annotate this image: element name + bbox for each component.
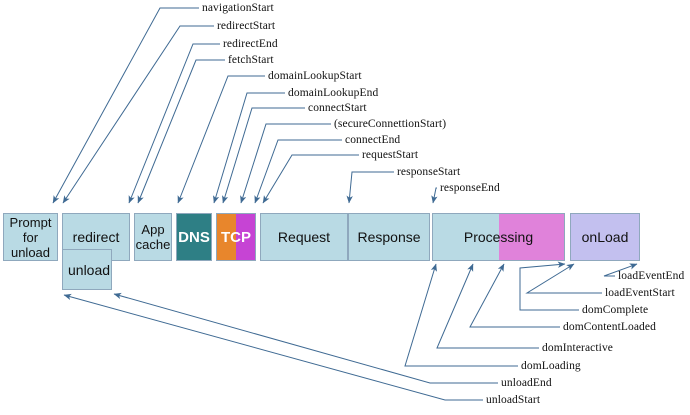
annotation-connect-start: connectStart	[308, 102, 367, 114]
phase-processing: Processing	[432, 213, 565, 261]
annotation-redirect-end: redirectEnd	[223, 38, 278, 50]
phase-label-response: Response	[357, 229, 421, 245]
phase-label-dns: DNS	[178, 228, 210, 246]
annotation-unload-end: unloadEnd	[501, 377, 552, 389]
annotation-redirect-start: redirectStart	[217, 20, 276, 32]
annotation-navigation-start: navigationStart	[202, 2, 274, 14]
annotation-dom-content-loaded: domContentLoaded	[563, 321, 656, 333]
phase-label-processing: Processing	[463, 229, 534, 245]
phase-tcp: TCP	[216, 213, 256, 261]
phase-label-tcp: TCP	[221, 228, 251, 246]
processing-dom-segment	[498, 214, 564, 260]
annotation-dom-loading: domLoading	[521, 360, 581, 372]
annotation-dom-interactive: domInteractive	[542, 342, 614, 354]
annotation-response-start: responseStart	[397, 166, 461, 178]
annotation-fetch-start: fetchStart	[228, 54, 274, 66]
annotation-load-event-start: loadEventStart	[605, 287, 675, 299]
annotation-domain-lookup-end: domainLookupEnd	[288, 87, 379, 99]
phase-response: Response	[348, 213, 430, 261]
phase-label-prompt-for-unload: Prompt for unload	[9, 214, 52, 260]
annotation-dom-complete: domComplete	[582, 304, 649, 316]
phase-unload: unload	[62, 249, 112, 290]
phase-label-request: Request	[277, 229, 331, 245]
annotation-secure-connection-start: (secureConnettionStart)	[334, 118, 447, 130]
phase-label-unload: unload	[68, 261, 111, 278]
annotation-connect-end: connectEnd	[345, 134, 401, 146]
tcp-secure-segment	[236, 214, 255, 260]
phase-dns: DNS	[176, 213, 212, 261]
annotation-domain-lookup-start: domainLookupStart	[268, 70, 362, 82]
phase-prompt-for-unload: Prompt for unload	[3, 213, 58, 261]
annotation-load-event-end: loadEventEnd	[618, 270, 685, 282]
phase-onload: onLoad	[570, 213, 640, 261]
phase-label-app-cache: App cache	[135, 222, 171, 252]
annotation-request-start: requestStart	[362, 149, 419, 161]
phase-label-redirect: redirect	[72, 229, 120, 245]
phase-app-cache: App cache	[134, 213, 172, 261]
annotation-response-end: responseEnd	[440, 182, 500, 194]
phase-label-onload: onLoad	[581, 229, 629, 245]
annotation-unload-start: unloadStart	[486, 394, 541, 406]
phase-request: Request	[260, 213, 348, 261]
